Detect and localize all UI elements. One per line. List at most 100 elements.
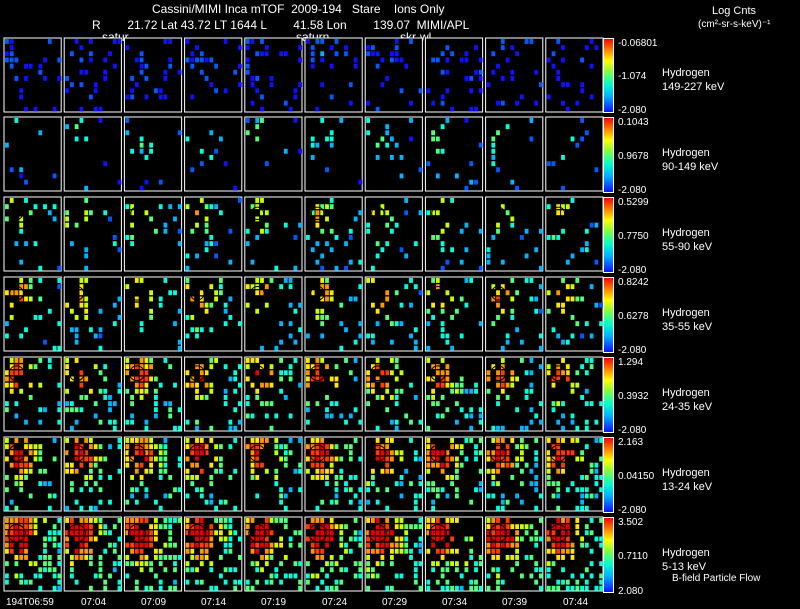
count-pixel: [329, 290, 334, 296]
count-pixel: [163, 76, 168, 81]
count-pixel: [570, 419, 575, 425]
count-pixel: [79, 536, 84, 542]
count-pixel: [380, 555, 385, 560]
count-pixel: [584, 419, 589, 425]
count-pixel: [496, 462, 500, 468]
planet-outline: [68, 365, 85, 382]
count-pixel: [455, 493, 459, 499]
count-pixel: [426, 210, 431, 216]
count-pixel: [125, 118, 130, 123]
count-pixel: [409, 39, 413, 44]
count-pixel: [344, 45, 348, 51]
count-pixel: [260, 290, 264, 296]
count-pixel: [108, 573, 112, 579]
count-pixel: [561, 462, 565, 468]
count-pixel: [366, 481, 370, 487]
count-pixel: [47, 555, 52, 560]
count-pixel: [209, 493, 214, 499]
count-pixel: [455, 456, 459, 462]
panel-frame: [545, 116, 604, 192]
count-pixel: [209, 438, 214, 443]
count-pixel: [413, 456, 418, 462]
count-pixel: [380, 530, 385, 536]
count-pixel: [580, 82, 584, 88]
image-panel: [244, 37, 303, 113]
count-pixel: [496, 505, 500, 511]
count-pixel: [329, 142, 334, 148]
count-pixel: [14, 290, 19, 296]
count-pixel: [329, 228, 334, 234]
count-pixel: [575, 382, 580, 388]
image-panel: [184, 516, 243, 592]
count-pixel: [353, 438, 358, 443]
count-pixel: [260, 555, 264, 560]
count-pixel: [65, 438, 69, 443]
count-pixel: [348, 548, 353, 554]
count-pixel: [199, 327, 204, 333]
count-pixel: [103, 57, 108, 63]
count-pixel: [144, 493, 149, 499]
count-pixel: [594, 493, 599, 499]
count-pixel: [130, 548, 134, 554]
count-pixel: [306, 561, 310, 567]
count-pixel: [496, 524, 500, 530]
count-pixel: [149, 148, 153, 154]
count-pixel: [546, 308, 551, 314]
count-pixel: [250, 438, 255, 443]
count-pixel: [459, 450, 464, 456]
count-pixel: [84, 542, 89, 548]
count-pixel: [185, 57, 190, 63]
count-pixel: [515, 542, 519, 548]
count-pixel: [269, 555, 274, 560]
count-pixel: [28, 278, 33, 283]
count-pixel: [325, 167, 329, 173]
count-pixel: [255, 198, 260, 203]
count-pixel: [279, 321, 283, 327]
count-pixel: [399, 370, 404, 376]
count-pixel: [47, 561, 52, 567]
count-pixel: [144, 179, 149, 185]
count-pixel: [409, 555, 413, 560]
count-pixel: [561, 185, 565, 191]
count-pixel: [250, 100, 255, 106]
count-pixel: [5, 487, 9, 493]
count-pixel: [529, 407, 534, 413]
count-pixel: [283, 51, 288, 57]
count-pixel: [255, 456, 260, 462]
count-pixel: [279, 444, 283, 450]
count-pixel: [274, 518, 279, 523]
count-pixel: [565, 548, 570, 554]
count-pixel: [250, 284, 255, 290]
count-pixel: [556, 524, 561, 530]
image-panel: [3, 116, 62, 192]
count-pixel: [125, 561, 130, 567]
count-pixel: [14, 530, 19, 536]
count-pixel: [195, 222, 199, 228]
count-pixel: [89, 51, 93, 57]
count-pixel: [353, 216, 358, 222]
count-pixel: [168, 493, 173, 499]
count-pixel: [486, 388, 491, 394]
count-pixel: [117, 444, 122, 450]
count-pixel: [139, 475, 144, 480]
count-pixel: [260, 364, 264, 370]
count-pixel: [551, 382, 556, 388]
count-pixel: [375, 321, 380, 327]
count-pixel: [435, 548, 440, 554]
count-pixel: [561, 302, 565, 308]
count-pixel: [551, 401, 556, 407]
count-pixel: [9, 39, 14, 44]
count-pixel: [371, 333, 375, 339]
count-pixel: [255, 136, 260, 142]
count-pixel: [5, 290, 9, 296]
planet-outline: [551, 285, 566, 301]
count-pixel: [440, 327, 445, 333]
count-pixel: [149, 524, 153, 530]
count-pixel: [70, 241, 74, 247]
count-pixel: [431, 518, 435, 523]
count-pixel: [74, 444, 79, 450]
count-pixel: [575, 585, 580, 591]
count-pixel: [19, 456, 24, 462]
count-pixel: [130, 401, 134, 407]
count-pixel: [93, 536, 98, 542]
